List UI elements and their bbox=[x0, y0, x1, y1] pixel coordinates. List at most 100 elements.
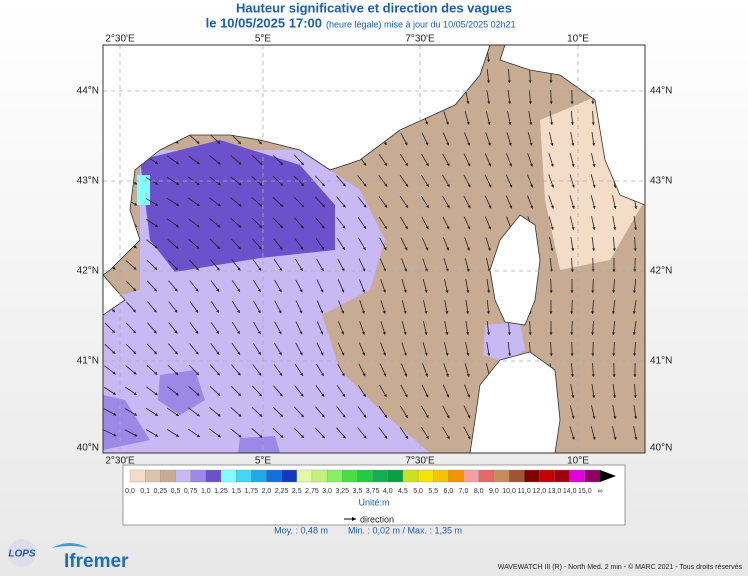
arrow-head bbox=[571, 143, 575, 146]
arrow-head bbox=[154, 413, 158, 416]
arrow-head bbox=[154, 224, 158, 227]
arrow-head bbox=[134, 202, 138, 206]
colorbar-label: 10,0 bbox=[502, 488, 516, 495]
arrow-head bbox=[467, 394, 471, 398]
arrow-head bbox=[280, 182, 284, 186]
arrow-head bbox=[342, 414, 346, 418]
arrow-head bbox=[278, 352, 282, 356]
arrow-head bbox=[425, 373, 429, 377]
arrow-head bbox=[196, 392, 200, 396]
colorbar-label: 15,0 bbox=[578, 488, 592, 495]
arrow-head bbox=[133, 288, 136, 291]
arrow-head bbox=[341, 373, 345, 377]
arrow-head bbox=[257, 331, 261, 335]
arrow-head bbox=[467, 184, 471, 188]
arrow-head bbox=[508, 101, 512, 104]
colorbar-cell bbox=[493, 469, 510, 483]
arrow-head bbox=[571, 436, 575, 440]
arrow-head bbox=[507, 332, 511, 335]
colorbar-label: 2,0 bbox=[262, 488, 272, 495]
arrow-head bbox=[549, 311, 553, 314]
colorbar: 0,0 0,1 0,25 0,5 0,75 1,0 1,25 1,5 1,75 2,0 2,25 2,… bbox=[125, 469, 616, 495]
arrow-head bbox=[487, 101, 491, 104]
arrow-head bbox=[279, 372, 283, 376]
arrow-head bbox=[425, 121, 428, 125]
arrow-head bbox=[384, 225, 387, 229]
arrow-head bbox=[112, 330, 115, 333]
arrow-head bbox=[258, 372, 262, 376]
arrow-head bbox=[196, 203, 200, 206]
arrow-head bbox=[466, 332, 470, 335]
arrow-head bbox=[134, 181, 138, 185]
arrow-head bbox=[320, 289, 324, 293]
colorbar-label: 3,25 bbox=[335, 488, 349, 495]
colorbar-label: 14,0 bbox=[563, 488, 577, 495]
arrow-head bbox=[570, 122, 574, 125]
lon-label-bottom: 10°E bbox=[567, 456, 589, 467]
lon-label-bottom: 2°30'E bbox=[105, 456, 135, 467]
lat-label-left: 43°N bbox=[77, 176, 99, 187]
arrow-head bbox=[612, 290, 616, 293]
arrow-head bbox=[445, 289, 449, 293]
colorbar-cell bbox=[539, 469, 555, 483]
lat-label-right: 41°N bbox=[650, 356, 672, 367]
arrow-head bbox=[404, 373, 408, 377]
arrow-head bbox=[155, 181, 159, 185]
arrow-head bbox=[112, 350, 116, 354]
arrow-head bbox=[216, 267, 220, 271]
arrow-head bbox=[528, 332, 532, 335]
arrow-head bbox=[424, 268, 428, 272]
arrow-head bbox=[383, 247, 387, 251]
arrow-head bbox=[467, 226, 471, 230]
arrow-head bbox=[509, 205, 513, 209]
arrow-head bbox=[529, 142, 533, 146]
arrow-head bbox=[134, 433, 138, 437]
arrow-head bbox=[488, 226, 492, 230]
arrow-head bbox=[384, 204, 388, 208]
arrow-head bbox=[426, 435, 429, 439]
arrow-head bbox=[217, 140, 221, 144]
arrow-head bbox=[487, 353, 491, 356]
arrow-head bbox=[634, 227, 638, 230]
arrow-head bbox=[196, 413, 200, 417]
arrow-head bbox=[112, 392, 116, 395]
arrow-head bbox=[342, 204, 346, 208]
arrow-head bbox=[341, 268, 345, 272]
direction-label: direction bbox=[360, 514, 394, 524]
arrow-head bbox=[154, 245, 158, 249]
colorbar-cell bbox=[372, 469, 389, 483]
arrow-head bbox=[488, 184, 492, 188]
arrow-head bbox=[153, 330, 157, 334]
arrow-head bbox=[446, 163, 450, 167]
arrow-head bbox=[175, 371, 179, 375]
arrow-head bbox=[300, 372, 303, 376]
arrow-head bbox=[175, 267, 178, 270]
arrow-head bbox=[258, 267, 262, 271]
arrow-head bbox=[551, 184, 554, 188]
arrow-head bbox=[238, 413, 242, 417]
arrow-head bbox=[196, 245, 200, 249]
arrow-head bbox=[591, 101, 595, 104]
arrow-head bbox=[509, 184, 513, 188]
colorbar-cell bbox=[266, 469, 283, 483]
arrow-head bbox=[404, 247, 408, 251]
arrow-head bbox=[508, 142, 512, 146]
arrow-head bbox=[426, 183, 429, 187]
arrow-head bbox=[486, 59, 491, 62]
arrow-head bbox=[195, 267, 199, 271]
arrow-head bbox=[570, 374, 574, 377]
arrow-head bbox=[632, 332, 636, 335]
colorbar-cell bbox=[463, 469, 480, 483]
arrow-head bbox=[154, 392, 158, 396]
lat-label-left: 41°N bbox=[77, 356, 99, 367]
arrow-head bbox=[259, 161, 263, 165]
arrow-head bbox=[112, 371, 116, 375]
arrow-head bbox=[259, 203, 263, 207]
arrow-head bbox=[259, 182, 263, 186]
arrow-head bbox=[530, 184, 534, 188]
arrow-head bbox=[424, 310, 428, 314]
arrow-head bbox=[404, 142, 408, 146]
arrow-head bbox=[486, 80, 491, 83]
arrow-head bbox=[592, 184, 596, 188]
arrow-head bbox=[466, 353, 470, 356]
